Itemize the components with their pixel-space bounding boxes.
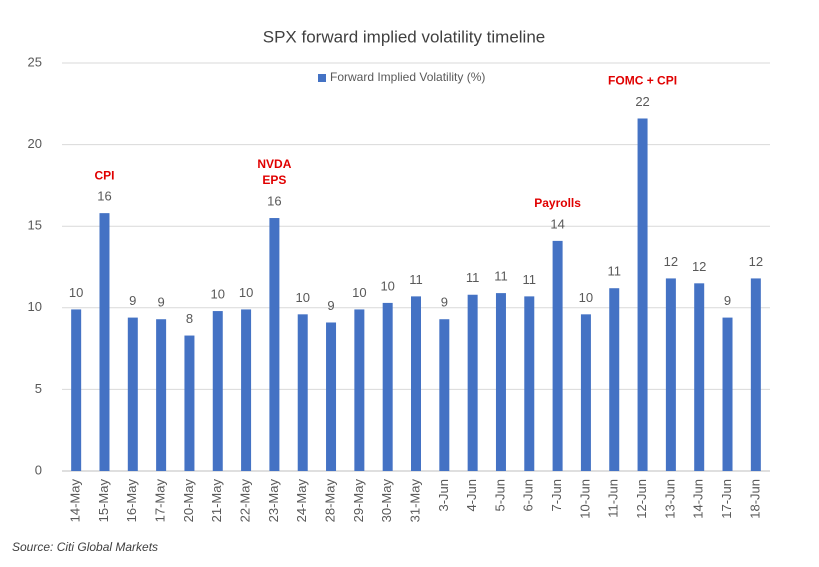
x-tick-label: 20-May [181, 479, 196, 523]
value-label: 9 [327, 298, 334, 313]
value-label: 8 [186, 311, 193, 326]
value-label: 11 [409, 272, 423, 287]
x-tick-label: 13-Jun [662, 479, 677, 519]
x-tick-label: 6-Jun [521, 479, 536, 512]
x-tick-label: 16-May [124, 479, 139, 523]
annotation: CPI [94, 168, 114, 182]
bar [665, 278, 676, 471]
x-tick-label: 14-May [68, 479, 83, 523]
value-label: 10 [295, 290, 309, 305]
bar [269, 218, 280, 471]
bar [694, 283, 705, 471]
source-note: Source: Citi Global Markets [12, 540, 158, 554]
annotation: Payrolls [534, 196, 581, 210]
value-label: 11 [523, 272, 537, 287]
value-label: 9 [129, 293, 136, 308]
bar [580, 314, 591, 471]
x-tick-label: 7-Jun [549, 479, 564, 512]
bar [326, 322, 337, 471]
bar [382, 302, 393, 471]
x-tick-label: 18-Jun [747, 479, 762, 519]
x-tick-label: 24-May [294, 479, 309, 523]
x-tick-label: 5-Jun [492, 479, 507, 512]
bar [212, 311, 223, 471]
x-tick-label: 30-May [379, 479, 394, 523]
value-label: 9 [724, 293, 731, 308]
legend-label: Forward Implied Volatility (%) [330, 70, 485, 84]
value-label: 10 [69, 285, 83, 300]
x-tick-label: 31-May [407, 479, 422, 523]
x-tick-label: 21-May [209, 479, 224, 523]
y-tick-label: 20 [28, 136, 42, 151]
bar [552, 240, 563, 471]
bar [439, 319, 450, 471]
value-label: 10 [380, 278, 394, 293]
y-tick-label: 0 [35, 462, 42, 477]
bar [99, 213, 110, 472]
value-label: 9 [158, 295, 165, 310]
bar [297, 314, 308, 471]
x-tick-label: 11-Jun [606, 479, 621, 518]
value-label: 16 [97, 189, 111, 204]
value-label: 16 [267, 193, 281, 208]
chart-title: SPX forward implied volatility timeline [263, 27, 546, 46]
value-label: 10 [352, 285, 366, 300]
x-tick-label: 29-May [351, 479, 366, 523]
annotation: FOMC + CPI [608, 74, 677, 88]
value-label: 12 [749, 254, 763, 269]
bar [495, 293, 506, 471]
x-tick-label: 17-May [153, 479, 168, 523]
value-label: 22 [635, 94, 649, 109]
value-label: 11 [607, 264, 621, 279]
y-tick-label: 5 [35, 381, 42, 396]
x-tick-label: 10-Jun [577, 479, 592, 519]
bar [524, 296, 535, 471]
value-label: 12 [664, 254, 678, 269]
x-tick-label: 22-May [238, 479, 253, 523]
x-tick-label: 3-Jun [436, 479, 451, 512]
value-label: 10 [579, 290, 593, 305]
bar [637, 118, 648, 471]
value-label: 10 [211, 287, 225, 302]
y-tick-label: 10 [28, 299, 42, 314]
bar [127, 317, 138, 471]
bar [750, 278, 761, 471]
bar [411, 296, 421, 471]
legend-swatch [318, 74, 326, 82]
value-label: 11 [466, 270, 480, 285]
bar [156, 319, 167, 471]
value-label: 11 [494, 269, 508, 284]
bar [241, 309, 252, 471]
bar [71, 309, 82, 471]
x-tick-label: 14-Jun [691, 479, 706, 519]
y-tick-label: 25 [28, 54, 42, 69]
bar [609, 288, 620, 471]
x-tick-label: 17-Jun [719, 479, 734, 519]
value-label: 14 [550, 216, 564, 231]
x-tick-label: 12-Jun [634, 479, 649, 519]
x-tick-label: 28-May [322, 479, 337, 523]
bar [354, 309, 365, 471]
y-tick-label: 15 [28, 218, 42, 233]
value-label: 9 [441, 295, 448, 310]
value-label: 10 [239, 285, 253, 300]
annotation: EPS [262, 173, 286, 187]
bar [467, 294, 478, 471]
bar [722, 317, 733, 471]
annotation: NVDA [257, 157, 291, 171]
bar [184, 335, 195, 471]
x-tick-label: 23-May [266, 479, 281, 523]
x-tick-label: 4-Jun [464, 479, 479, 512]
value-label: 12 [692, 259, 706, 274]
x-tick-label: 15-May [96, 479, 111, 523]
